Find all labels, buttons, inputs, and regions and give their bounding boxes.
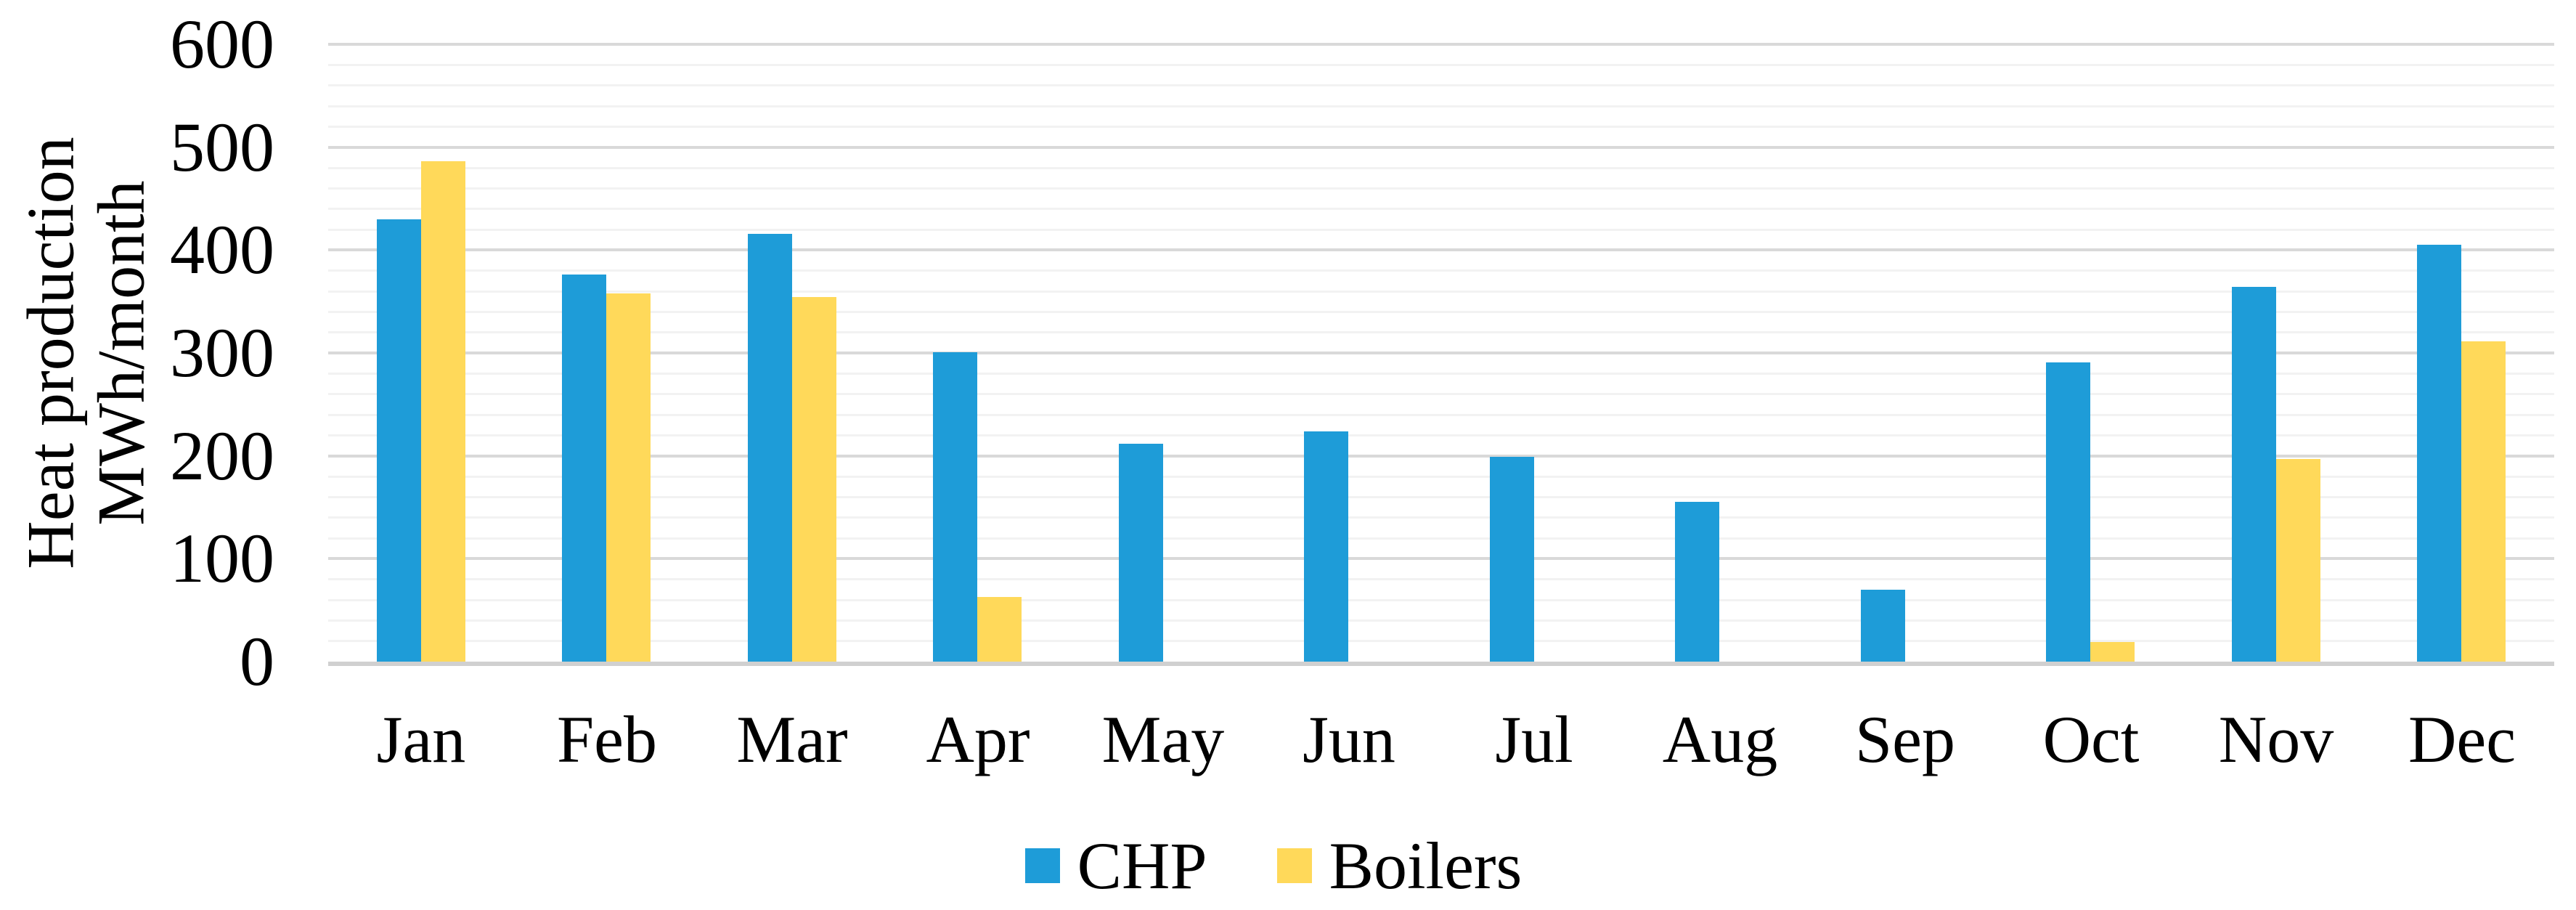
major-gridline xyxy=(328,455,2554,458)
y-tick-label: 0 xyxy=(240,622,274,700)
x-tick-label: Oct xyxy=(2042,702,2140,776)
legend-item-boilers: Boilers xyxy=(1276,829,1523,903)
legend: CHP Boilers xyxy=(0,832,2561,899)
major-gridline xyxy=(328,557,2554,560)
minor-gridline xyxy=(328,84,2554,86)
minor-gridline xyxy=(328,208,2554,210)
bar-chp-mar xyxy=(748,234,792,662)
minor-gridline xyxy=(328,640,2554,642)
minor-gridline xyxy=(328,311,2554,313)
bar-boilers-jan xyxy=(421,161,465,662)
y-tick-label: 100 xyxy=(170,519,274,597)
y-tick-label: 600 xyxy=(170,5,274,83)
y-axis-title: Heat production MWh/month xyxy=(13,137,158,569)
minor-gridline xyxy=(328,373,2554,375)
x-tick-label: Feb xyxy=(557,702,657,776)
minor-gridline xyxy=(328,537,2554,540)
legend-swatch-chp xyxy=(1024,848,1060,883)
minor-gridline xyxy=(328,126,2554,128)
bar-chp-jul xyxy=(1490,457,1534,662)
bar-boilers-nov xyxy=(2276,459,2320,662)
major-gridline xyxy=(328,43,2554,46)
bar-chp-nov xyxy=(2232,287,2276,662)
x-tick-label: May xyxy=(1101,702,1225,776)
x-tick-label: Mar xyxy=(736,702,848,776)
major-gridline xyxy=(328,352,2554,354)
bar-boilers-mar xyxy=(792,297,836,662)
x-tick-label: Aug xyxy=(1662,702,1778,776)
minor-gridline xyxy=(328,619,2554,622)
major-gridline xyxy=(328,248,2554,251)
y-tick-label: 300 xyxy=(170,314,274,391)
minor-gridline xyxy=(328,229,2554,231)
bar-boilers-dec xyxy=(2461,341,2506,662)
legend-item-chp: CHP xyxy=(1024,829,1207,903)
minor-gridline xyxy=(328,167,2554,169)
y-tick-label: 200 xyxy=(170,417,274,495)
bar-chp-dec xyxy=(2417,245,2461,662)
bar-chp-feb xyxy=(562,275,606,662)
bar-chp-jan xyxy=(377,219,421,662)
bar-boilers-oct xyxy=(2090,642,2135,662)
minor-gridline xyxy=(328,393,2554,395)
x-axis-line xyxy=(328,662,2554,666)
x-tick-label: Apr xyxy=(926,702,1030,776)
minor-gridline xyxy=(328,476,2554,478)
bar-chp-apr xyxy=(933,352,977,662)
x-tick-label: Nov xyxy=(2218,702,2334,776)
minor-gridline xyxy=(328,291,2554,293)
x-tick-label: Jan xyxy=(376,702,466,776)
minor-gridline xyxy=(328,599,2554,601)
y-tick-label: 400 xyxy=(170,211,274,288)
bar-boilers-apr xyxy=(977,597,1022,662)
minor-gridline xyxy=(328,269,2554,272)
minor-gridline xyxy=(328,331,2554,333)
x-tick-label: Dec xyxy=(2408,702,2516,776)
y-tick-label: 500 xyxy=(170,108,274,186)
bar-boilers-feb xyxy=(606,293,651,662)
minor-gridline xyxy=(328,64,2554,66)
minor-gridline xyxy=(328,496,2554,498)
bar-chp-sep xyxy=(1861,590,1905,662)
legend-label: CHP xyxy=(1077,829,1207,903)
legend-label: Boilers xyxy=(1329,829,1523,903)
legend-swatch-boilers xyxy=(1276,848,1312,883)
x-tick-label: Sep xyxy=(1855,702,1955,776)
x-tick-label: Jun xyxy=(1303,702,1395,776)
minor-gridline xyxy=(328,578,2554,580)
minor-gridline xyxy=(328,105,2554,107)
minor-gridline xyxy=(328,516,2554,519)
minor-gridline xyxy=(328,434,2554,436)
bar-chp-jun xyxy=(1304,431,1348,662)
bar-chp-aug xyxy=(1675,502,1719,662)
bar-chp-oct xyxy=(2046,362,2090,662)
x-tick-label: Jul xyxy=(1495,702,1573,776)
major-gridline xyxy=(328,146,2554,149)
minor-gridline xyxy=(328,187,2554,190)
minor-gridline xyxy=(328,414,2554,416)
bar-chp-may xyxy=(1119,444,1163,662)
